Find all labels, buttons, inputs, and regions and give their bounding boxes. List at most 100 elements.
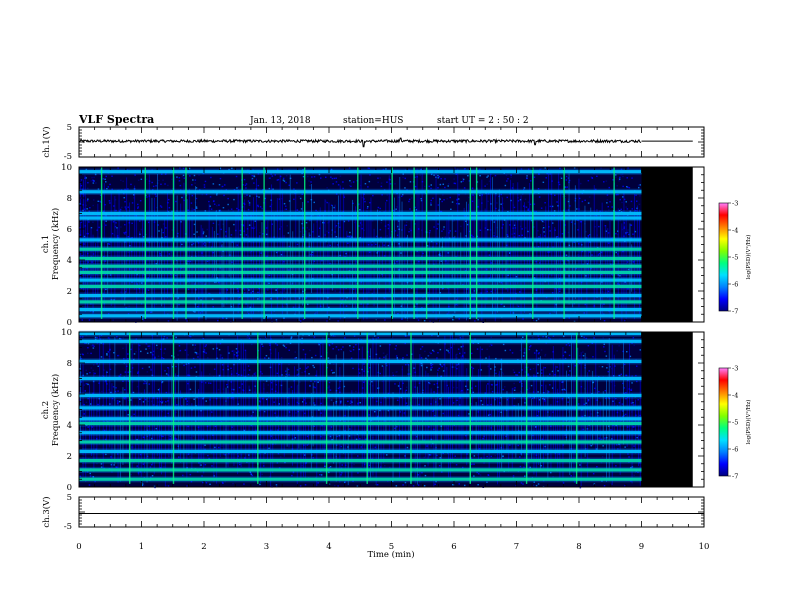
noise-speck	[415, 209, 418, 211]
noise-speck	[318, 235, 320, 238]
noise-speck	[244, 349, 247, 352]
noise-speck	[402, 176, 404, 179]
noise-speck	[253, 182, 255, 184]
noise-speck	[293, 198, 295, 200]
noise-speck	[262, 398, 264, 400]
noise-speck	[524, 475, 526, 477]
noise-speck	[490, 368, 492, 370]
noise-speck	[218, 376, 220, 378]
spectral-striation	[308, 407, 309, 445]
noise-speck	[140, 453, 142, 456]
noise-speck	[224, 454, 227, 456]
noise-speck	[546, 172, 548, 175]
noise-speck	[607, 397, 610, 399]
noise-speck	[620, 305, 622, 307]
noise-speck	[549, 205, 552, 208]
spectral-striation	[208, 203, 210, 286]
noise-speck	[332, 183, 334, 185]
noise-speck	[380, 261, 382, 263]
noise-speck	[532, 336, 534, 339]
noise-speck	[467, 388, 469, 391]
noise-speck	[527, 208, 529, 210]
noise-speck	[175, 365, 177, 368]
spectral-band	[79, 256, 642, 261]
noise-speck	[328, 467, 331, 469]
ch1-waveform-panel: 5 -5 ch.1(V)	[41, 123, 705, 162]
noise-speck	[264, 357, 266, 359]
noise-speck	[377, 181, 379, 184]
noise-speck	[538, 352, 540, 354]
noise-speck	[335, 193, 338, 195]
noise-speck	[533, 176, 536, 178]
noise-speck	[619, 219, 621, 222]
noise-speck	[352, 202, 354, 205]
noise-speck	[540, 168, 543, 170]
noise-speck	[414, 223, 416, 225]
noise-speck	[236, 352, 238, 354]
noise-speck	[285, 303, 288, 305]
noise-speck	[291, 420, 293, 422]
noise-speck	[455, 464, 458, 466]
noise-speck	[449, 230, 451, 232]
noise-speck	[602, 475, 604, 478]
spectral-striation	[584, 352, 586, 457]
noise-speck	[456, 367, 458, 370]
noise-speck	[248, 389, 251, 391]
noise-speck	[417, 484, 420, 486]
spectral-band-halo	[79, 404, 642, 411]
noise-speck	[352, 367, 354, 370]
noise-speck	[139, 398, 141, 400]
noise-speck	[275, 484, 278, 486]
noise-speck	[102, 178, 105, 180]
noise-speck	[616, 350, 618, 352]
spectral-striation	[358, 337, 359, 449]
noise-speck	[222, 250, 224, 252]
noise-speck	[93, 180, 95, 182]
frequency-tick-label: 2	[67, 452, 72, 462]
noise-speck	[519, 456, 521, 458]
noise-speck	[430, 367, 432, 369]
noise-speck	[171, 229, 173, 231]
spectral-band-halo	[79, 277, 642, 284]
spectral-striation	[407, 234, 408, 322]
burst-stripe	[525, 332, 528, 484]
noise-speck	[635, 194, 637, 196]
noise-speck	[542, 224, 545, 227]
noise-speck	[195, 405, 197, 407]
noise-speck	[195, 197, 198, 200]
noise-speck	[582, 263, 584, 266]
noise-speck	[371, 244, 373, 246]
noise-speck	[529, 396, 532, 398]
noise-speck	[627, 186, 629, 188]
spectral-striation	[225, 387, 227, 468]
noise-speck	[283, 203, 286, 205]
noise-speck	[108, 200, 111, 202]
noise-speck	[115, 222, 117, 224]
noise-speck	[465, 435, 467, 437]
spectral-striation	[279, 175, 281, 281]
spectral-striation	[559, 362, 561, 479]
noise-speck	[472, 367, 475, 370]
noise-speck	[167, 184, 169, 187]
noise-speck	[276, 251, 278, 254]
noise-speck	[92, 204, 94, 207]
spectral-striation	[555, 236, 557, 315]
noise-speck	[299, 367, 301, 370]
spectral-band-halo	[79, 476, 642, 483]
noise-speck	[290, 336, 293, 338]
noise-speck	[257, 310, 260, 313]
noise-speck	[350, 350, 352, 352]
noise-speck	[618, 180, 620, 182]
noise-speck	[104, 438, 107, 441]
noise-speck	[482, 437, 484, 440]
noise-speck	[502, 388, 504, 391]
noise-speck	[615, 233, 617, 235]
noise-speck	[525, 206, 528, 208]
noise-speck	[212, 348, 215, 350]
noise-speck	[283, 180, 286, 182]
spectral-striation	[312, 382, 314, 447]
noise-speck	[631, 208, 633, 210]
noise-speck	[306, 227, 308, 229]
spectral-striation	[463, 207, 465, 319]
noise-speck	[299, 485, 302, 487]
